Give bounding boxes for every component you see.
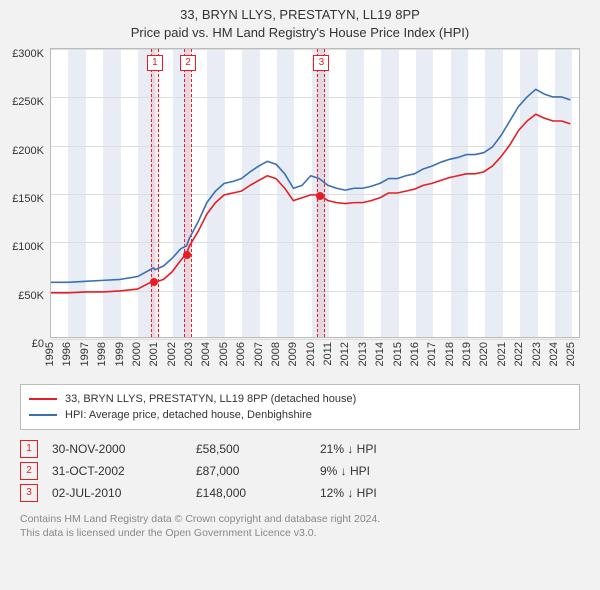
x-tick-label: 2000 — [131, 342, 143, 366]
series-line-blue — [51, 89, 570, 282]
sale-date: 02-JUL-2010 — [52, 482, 182, 504]
legend-item: 33, BRYN LLYS, PRESTATYN, LL19 8PP (deta… — [29, 391, 571, 407]
y-tick-label: £200K — [12, 145, 44, 157]
x-tick-label: 2021 — [496, 342, 508, 366]
x-tick-label: 2002 — [166, 342, 178, 366]
footnote-line: Contains HM Land Registry data © Crown c… — [20, 512, 580, 526]
x-tick-label: 2003 — [183, 342, 195, 366]
sale-delta: 21% ↓ HPI — [320, 438, 430, 460]
y-axis-labels: £0£50K£100K£150K£200K£250K£300K — [0, 54, 48, 344]
sale-date: 30-NOV-2000 — [52, 438, 182, 460]
footnote-line: This data is licensed under the Open Gov… — [20, 526, 580, 540]
sale-flag-icon: 3 — [20, 484, 38, 502]
table-row: 1 30-NOV-2000 £58,500 21% ↓ HPI — [20, 438, 580, 460]
x-tick-label: 2016 — [409, 342, 421, 366]
y-tick-label: £50K — [18, 290, 44, 302]
x-tick-label: 1996 — [61, 342, 73, 366]
sales-table: 1 30-NOV-2000 £58,500 21% ↓ HPI 2 31-OCT… — [20, 438, 580, 504]
x-tick-label: 2008 — [270, 342, 282, 366]
x-tick-label: 2007 — [253, 342, 265, 366]
sale-flag-icon: 2 — [20, 462, 38, 480]
x-tick-label: 2014 — [374, 342, 386, 366]
x-tick-label: 2025 — [565, 342, 577, 366]
sale-date: 31-OCT-2002 — [52, 460, 182, 482]
x-tick-label: 2019 — [461, 342, 473, 366]
x-tick-label: 2012 — [339, 342, 351, 366]
legend-swatch-icon — [29, 414, 57, 416]
y-tick-label: £300K — [12, 48, 44, 60]
x-axis-labels: 1995199619971998199920002001200220032004… — [50, 338, 580, 378]
x-tick-label: 2020 — [478, 342, 490, 366]
x-tick-label: 2006 — [235, 342, 247, 366]
x-tick-label: 2004 — [200, 342, 212, 366]
sale-flag-icon: 1 — [20, 440, 38, 458]
x-tick-label: 1997 — [79, 342, 91, 366]
sale-price: £87,000 — [196, 460, 306, 482]
x-tick-label: 1999 — [114, 342, 126, 366]
x-tick-label: 2022 — [513, 342, 525, 366]
figure-root: 33, BRYN LLYS, PRESTATYN, LL19 8PP Price… — [0, 0, 600, 590]
x-tick-label: 2023 — [531, 342, 543, 366]
chart-title-1: 33, BRYN LLYS, PRESTATYN, LL19 8PP — [0, 6, 600, 24]
x-tick-label: 2013 — [357, 342, 369, 366]
sale-delta: 12% ↓ HPI — [320, 482, 430, 504]
x-tick-label: 1995 — [44, 342, 56, 366]
x-tick-label: 2010 — [305, 342, 317, 366]
x-tick-label: 2011 — [322, 342, 334, 366]
sale-delta: 9% ↓ HPI — [320, 460, 430, 482]
table-row: 2 31-OCT-2002 £87,000 9% ↓ HPI — [20, 460, 580, 482]
y-tick-label: £0 — [32, 338, 44, 350]
x-tick-label: 2018 — [444, 342, 456, 366]
x-tick-label: 2017 — [426, 342, 438, 366]
legend: 33, BRYN LLYS, PRESTATYN, LL19 8PP (deta… — [20, 384, 580, 430]
y-tick-label: £250K — [12, 96, 44, 108]
series-lines — [51, 49, 579, 337]
y-tick-label: £100K — [12, 241, 44, 253]
legend-label: 33, BRYN LLYS, PRESTATYN, LL19 8PP (deta… — [65, 391, 356, 407]
legend-item: HPI: Average price, detached house, Denb… — [29, 407, 571, 423]
table-row: 3 02-JUL-2010 £148,000 12% ↓ HPI — [20, 482, 580, 504]
sale-price: £148,000 — [196, 482, 306, 504]
legend-label: HPI: Average price, detached house, Denb… — [65, 407, 312, 423]
x-tick-label: 2005 — [218, 342, 230, 366]
x-tick-label: 2009 — [287, 342, 299, 366]
chart-plot-area: 123 — [50, 48, 580, 338]
x-tick-label: 2024 — [548, 342, 560, 366]
sale-price: £58,500 — [196, 438, 306, 460]
x-tick-label: 1998 — [96, 342, 108, 366]
footnote: Contains HM Land Registry data © Crown c… — [20, 512, 580, 540]
legend-swatch-icon — [29, 398, 57, 400]
chart-title-2: Price paid vs. HM Land Registry's House … — [0, 24, 600, 42]
x-tick-label: 2015 — [392, 342, 404, 366]
x-tick-label: 2001 — [148, 342, 160, 366]
chart-with-axes: 123 £0£50K£100K£150K£200K£250K£300K — [0, 48, 600, 338]
series-line-red — [51, 114, 570, 293]
y-tick-label: £150K — [12, 193, 44, 205]
